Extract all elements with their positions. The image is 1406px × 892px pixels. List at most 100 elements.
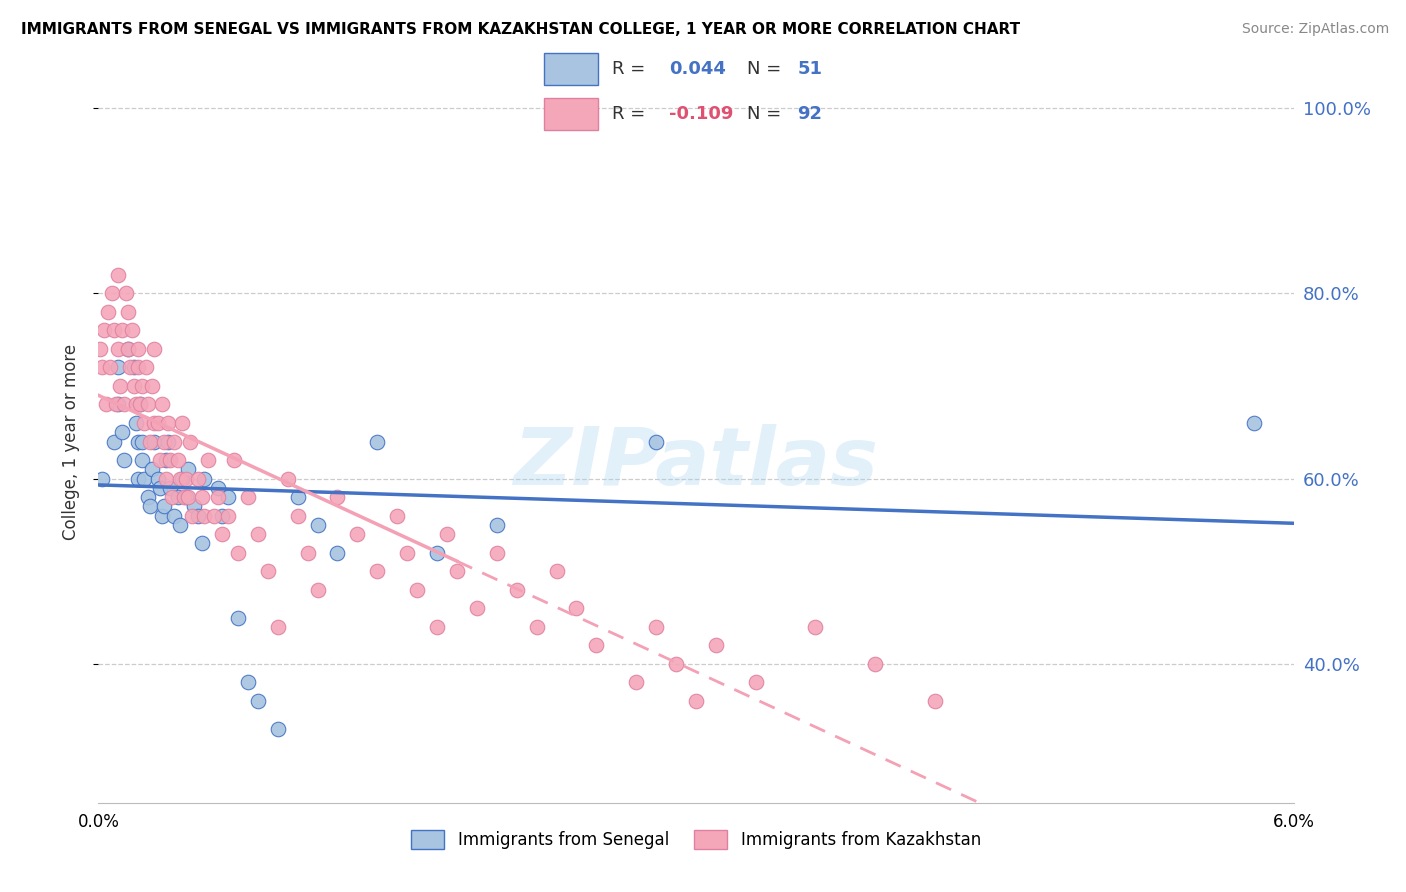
Point bbox=[181, 508, 204, 523]
Point bbox=[103, 323, 125, 337]
Point bbox=[191, 490, 214, 504]
Point bbox=[217, 508, 239, 523]
Point bbox=[924, 694, 946, 708]
Point bbox=[585, 638, 607, 652]
Point bbox=[177, 490, 200, 504]
Point bbox=[183, 500, 205, 514]
Point bbox=[127, 472, 149, 486]
Point bbox=[506, 582, 529, 597]
Point bbox=[745, 675, 768, 690]
Point bbox=[436, 527, 458, 541]
Point bbox=[131, 379, 153, 393]
Point bbox=[155, 453, 177, 467]
Point bbox=[202, 508, 225, 523]
Point bbox=[150, 397, 173, 411]
Point bbox=[197, 453, 219, 467]
Point bbox=[115, 286, 138, 301]
Point bbox=[159, 481, 181, 495]
Point bbox=[236, 675, 259, 690]
Point bbox=[131, 434, 153, 449]
Point bbox=[149, 453, 172, 467]
Point bbox=[396, 546, 419, 560]
Point bbox=[143, 342, 166, 356]
Text: 0.044: 0.044 bbox=[669, 60, 725, 78]
Point bbox=[346, 527, 368, 541]
Point bbox=[426, 546, 449, 560]
Point bbox=[485, 517, 508, 532]
Point bbox=[148, 472, 170, 486]
Point bbox=[136, 397, 159, 411]
Point bbox=[169, 472, 191, 486]
Point bbox=[117, 342, 139, 356]
FancyBboxPatch shape bbox=[544, 98, 599, 130]
Point bbox=[406, 582, 429, 597]
Point bbox=[111, 425, 134, 440]
Point bbox=[246, 694, 269, 708]
Point bbox=[246, 527, 269, 541]
Point bbox=[267, 620, 290, 634]
Point bbox=[153, 434, 176, 449]
Point bbox=[207, 481, 229, 495]
Point bbox=[150, 508, 173, 523]
Point bbox=[143, 416, 166, 430]
Point bbox=[135, 360, 157, 375]
Point bbox=[134, 416, 156, 430]
Point bbox=[89, 342, 111, 356]
Point bbox=[179, 434, 201, 449]
Point bbox=[105, 397, 128, 411]
Point bbox=[131, 453, 153, 467]
Point bbox=[169, 517, 191, 532]
Point bbox=[107, 342, 129, 356]
Point bbox=[110, 379, 132, 393]
Point bbox=[366, 564, 388, 578]
Point bbox=[222, 453, 245, 467]
Point bbox=[107, 397, 129, 411]
Point bbox=[236, 490, 259, 504]
Point bbox=[155, 472, 177, 486]
Point bbox=[111, 323, 134, 337]
Point bbox=[141, 462, 163, 476]
Point bbox=[565, 601, 588, 615]
Point bbox=[172, 416, 194, 430]
Point bbox=[139, 500, 162, 514]
Point bbox=[107, 268, 129, 282]
Point bbox=[163, 508, 186, 523]
Legend: Immigrants from Senegal, Immigrants from Kazakhstan: Immigrants from Senegal, Immigrants from… bbox=[405, 823, 987, 856]
Point bbox=[267, 722, 290, 736]
Point bbox=[211, 527, 233, 541]
Point bbox=[96, 397, 118, 411]
Point bbox=[107, 360, 129, 375]
Point bbox=[465, 601, 488, 615]
Point bbox=[173, 490, 195, 504]
Point bbox=[120, 360, 142, 375]
Y-axis label: College, 1 year or more: College, 1 year or more bbox=[62, 343, 80, 540]
Point bbox=[117, 305, 139, 319]
Point bbox=[103, 434, 125, 449]
Text: ZIPatlas: ZIPatlas bbox=[513, 425, 879, 502]
Text: -0.109: -0.109 bbox=[669, 105, 734, 123]
Point bbox=[98, 360, 122, 375]
Point bbox=[127, 360, 149, 375]
Point bbox=[157, 434, 180, 449]
Point bbox=[804, 620, 827, 634]
Point bbox=[226, 610, 249, 624]
Point bbox=[446, 564, 468, 578]
Point bbox=[485, 546, 508, 560]
Point bbox=[159, 453, 181, 467]
Point bbox=[167, 453, 190, 467]
Point bbox=[704, 638, 727, 652]
Text: Source: ZipAtlas.com: Source: ZipAtlas.com bbox=[1241, 22, 1389, 37]
Text: R =: R = bbox=[612, 105, 651, 123]
Point bbox=[91, 472, 114, 486]
Point bbox=[366, 434, 388, 449]
Point bbox=[174, 472, 197, 486]
Text: N =: N = bbox=[747, 105, 787, 123]
Point bbox=[139, 434, 162, 449]
Point bbox=[124, 360, 146, 375]
Point bbox=[307, 582, 329, 597]
Point bbox=[546, 564, 568, 578]
Point bbox=[865, 657, 887, 671]
Point bbox=[287, 508, 309, 523]
Point bbox=[127, 342, 149, 356]
Point bbox=[187, 472, 209, 486]
